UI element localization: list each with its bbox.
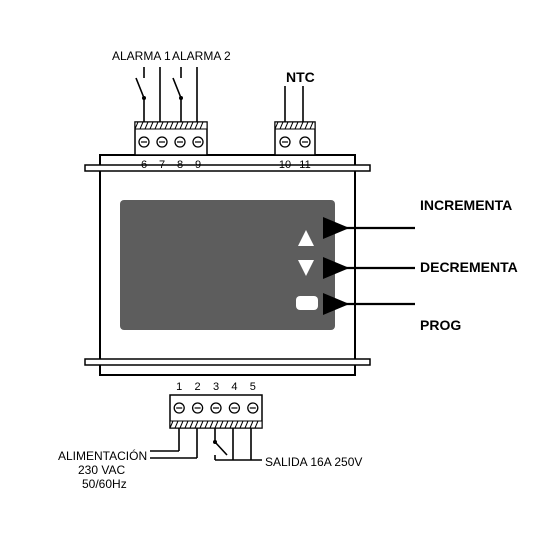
alarm-label-0: ALARMA 1 xyxy=(112,49,171,63)
terminal-number: 1 xyxy=(176,381,182,393)
din-rail-tab xyxy=(85,165,370,171)
terminal-number: 9 xyxy=(195,159,201,171)
output-switch xyxy=(215,442,227,455)
terminal-number: 11 xyxy=(299,159,310,171)
prog-button-icon[interactable] xyxy=(296,296,318,310)
din-rail-tab xyxy=(85,359,370,365)
ntc-label: NTC xyxy=(286,69,315,85)
supply-label-line1: ALIMENTACIÓN xyxy=(58,448,147,463)
alarm-label-1: ALARMA 2 xyxy=(172,49,231,63)
switch-contact xyxy=(136,78,144,98)
prog-label: PROG xyxy=(420,317,461,333)
supply-label-line2: 230 VAC xyxy=(78,463,125,477)
switch-contact xyxy=(173,78,181,98)
wiring-diagram: 6789101112345ALARMA 1ALARMA 2NTCALIMENTA… xyxy=(0,0,542,542)
terminal-number: 8 xyxy=(177,159,183,171)
terminal-number: 10 xyxy=(279,159,291,171)
decrementa-label: DECREMENTA xyxy=(420,259,518,275)
terminal-number: 7 xyxy=(159,159,165,171)
output-label: SALIDA 16A 250V xyxy=(265,455,362,469)
terminal-number: 3 xyxy=(213,381,219,393)
supply-label-line3: 50/60Hz xyxy=(82,477,127,491)
terminal-number: 4 xyxy=(231,381,237,393)
terminal-number: 6 xyxy=(141,159,147,171)
incrementa-label: INCREMENTA xyxy=(420,197,512,213)
terminal-number: 5 xyxy=(250,381,256,393)
terminal-number: 2 xyxy=(195,381,201,393)
